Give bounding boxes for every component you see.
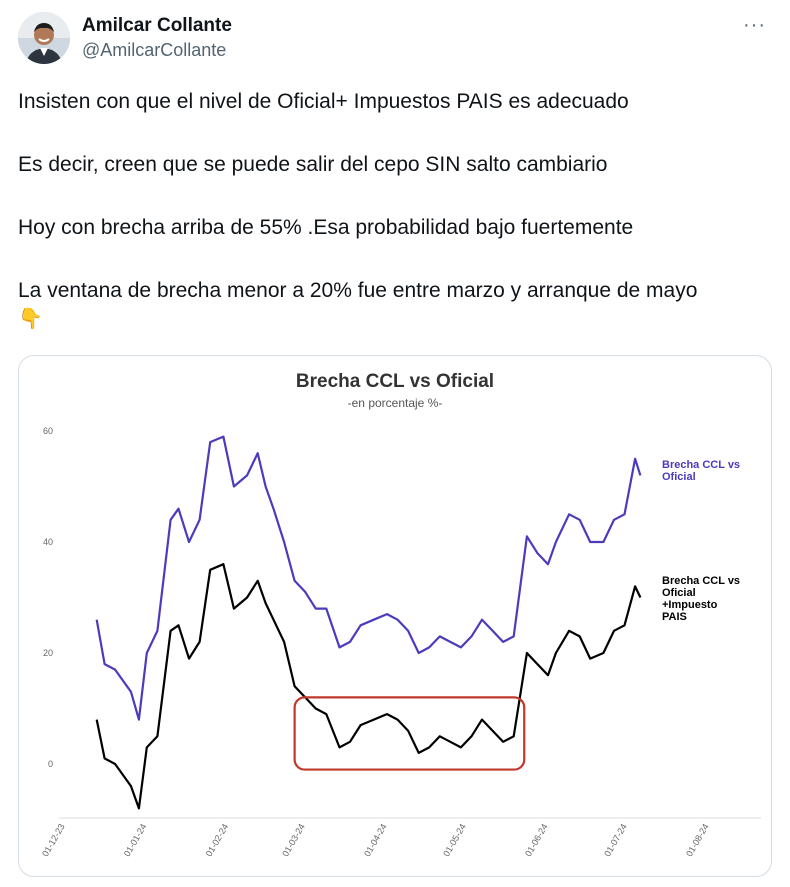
tweet-paragraph-1: Insisten con que el nivel de Oficial+ Im… xyxy=(18,90,629,113)
legend-label-2: +Impuesto xyxy=(662,599,718,611)
x-tick-label: 01-08-24 xyxy=(684,822,711,858)
x-tick-label: 01-05-24 xyxy=(441,822,468,858)
highlight-box xyxy=(293,696,526,771)
chart: Brecha CCL vs Oficial -en porcentaje %- … xyxy=(40,371,761,858)
tweet-text: Insisten con que el nivel de Oficial+ Im… xyxy=(18,88,778,333)
legend-label-2: Oficial xyxy=(662,587,696,599)
x-tick-label: 01-02-24 xyxy=(204,822,231,858)
handle[interactable]: @AmilcarCollante xyxy=(82,40,227,60)
tweet-paragraph-2: Es decir, creen que se puede salir del c… xyxy=(18,153,608,176)
x-tick-label: 01-04-24 xyxy=(362,822,389,858)
series-line-1 xyxy=(95,435,642,721)
legend-label-2: PAIS xyxy=(662,611,687,623)
avatar[interactable] xyxy=(18,12,70,64)
y-tick-label: 60 xyxy=(43,426,53,436)
more-options-icon[interactable]: ··· xyxy=(743,14,766,36)
display-name[interactable]: Amilcar Collante xyxy=(82,15,232,36)
series-layer xyxy=(95,435,642,810)
tweet-image[interactable]: Brecha CCL vs Oficial -en porcentaje %- … xyxy=(18,355,772,877)
y-axis: 0 20 40 60 xyxy=(43,426,53,769)
legend-label-1: Oficial xyxy=(662,471,696,483)
annotation-layer xyxy=(293,696,526,771)
x-tick-label: 01-06-24 xyxy=(523,822,550,858)
x-tick-label: 01-07-24 xyxy=(602,822,629,858)
author-block: Amilcar Collante @AmilcarCollante xyxy=(82,14,232,62)
legend-label-1: Brecha CCL vs xyxy=(662,459,740,471)
chart-title: Brecha CCL vs Oficial xyxy=(296,371,494,392)
legend-label-2: Brecha CCL vs xyxy=(662,575,740,587)
chart-subtitle: -en porcentaje %- xyxy=(348,396,443,410)
x-tick-label: 01-03-24 xyxy=(280,822,307,858)
x-tick-label: 01-01-24 xyxy=(122,822,149,858)
x-axis: 01-12-23 01-01-24 01-02-24 01-03-24 01-04-24… xyxy=(40,822,711,858)
y-tick-label: 20 xyxy=(43,648,53,658)
y-tick-label: 0 xyxy=(48,759,53,769)
tweet-paragraph-4: La ventana de brecha menor a 20% fue ent… xyxy=(18,279,698,302)
x-tick-label: 01-12-23 xyxy=(40,822,67,858)
pointing-down-icon: 👇 xyxy=(18,308,43,330)
series-line-2 xyxy=(95,563,642,810)
person-icon xyxy=(18,12,70,64)
tweet-paragraph-3: Hoy con brecha arriba de 55% .Esa probab… xyxy=(18,216,634,239)
y-tick-label: 40 xyxy=(43,537,53,547)
